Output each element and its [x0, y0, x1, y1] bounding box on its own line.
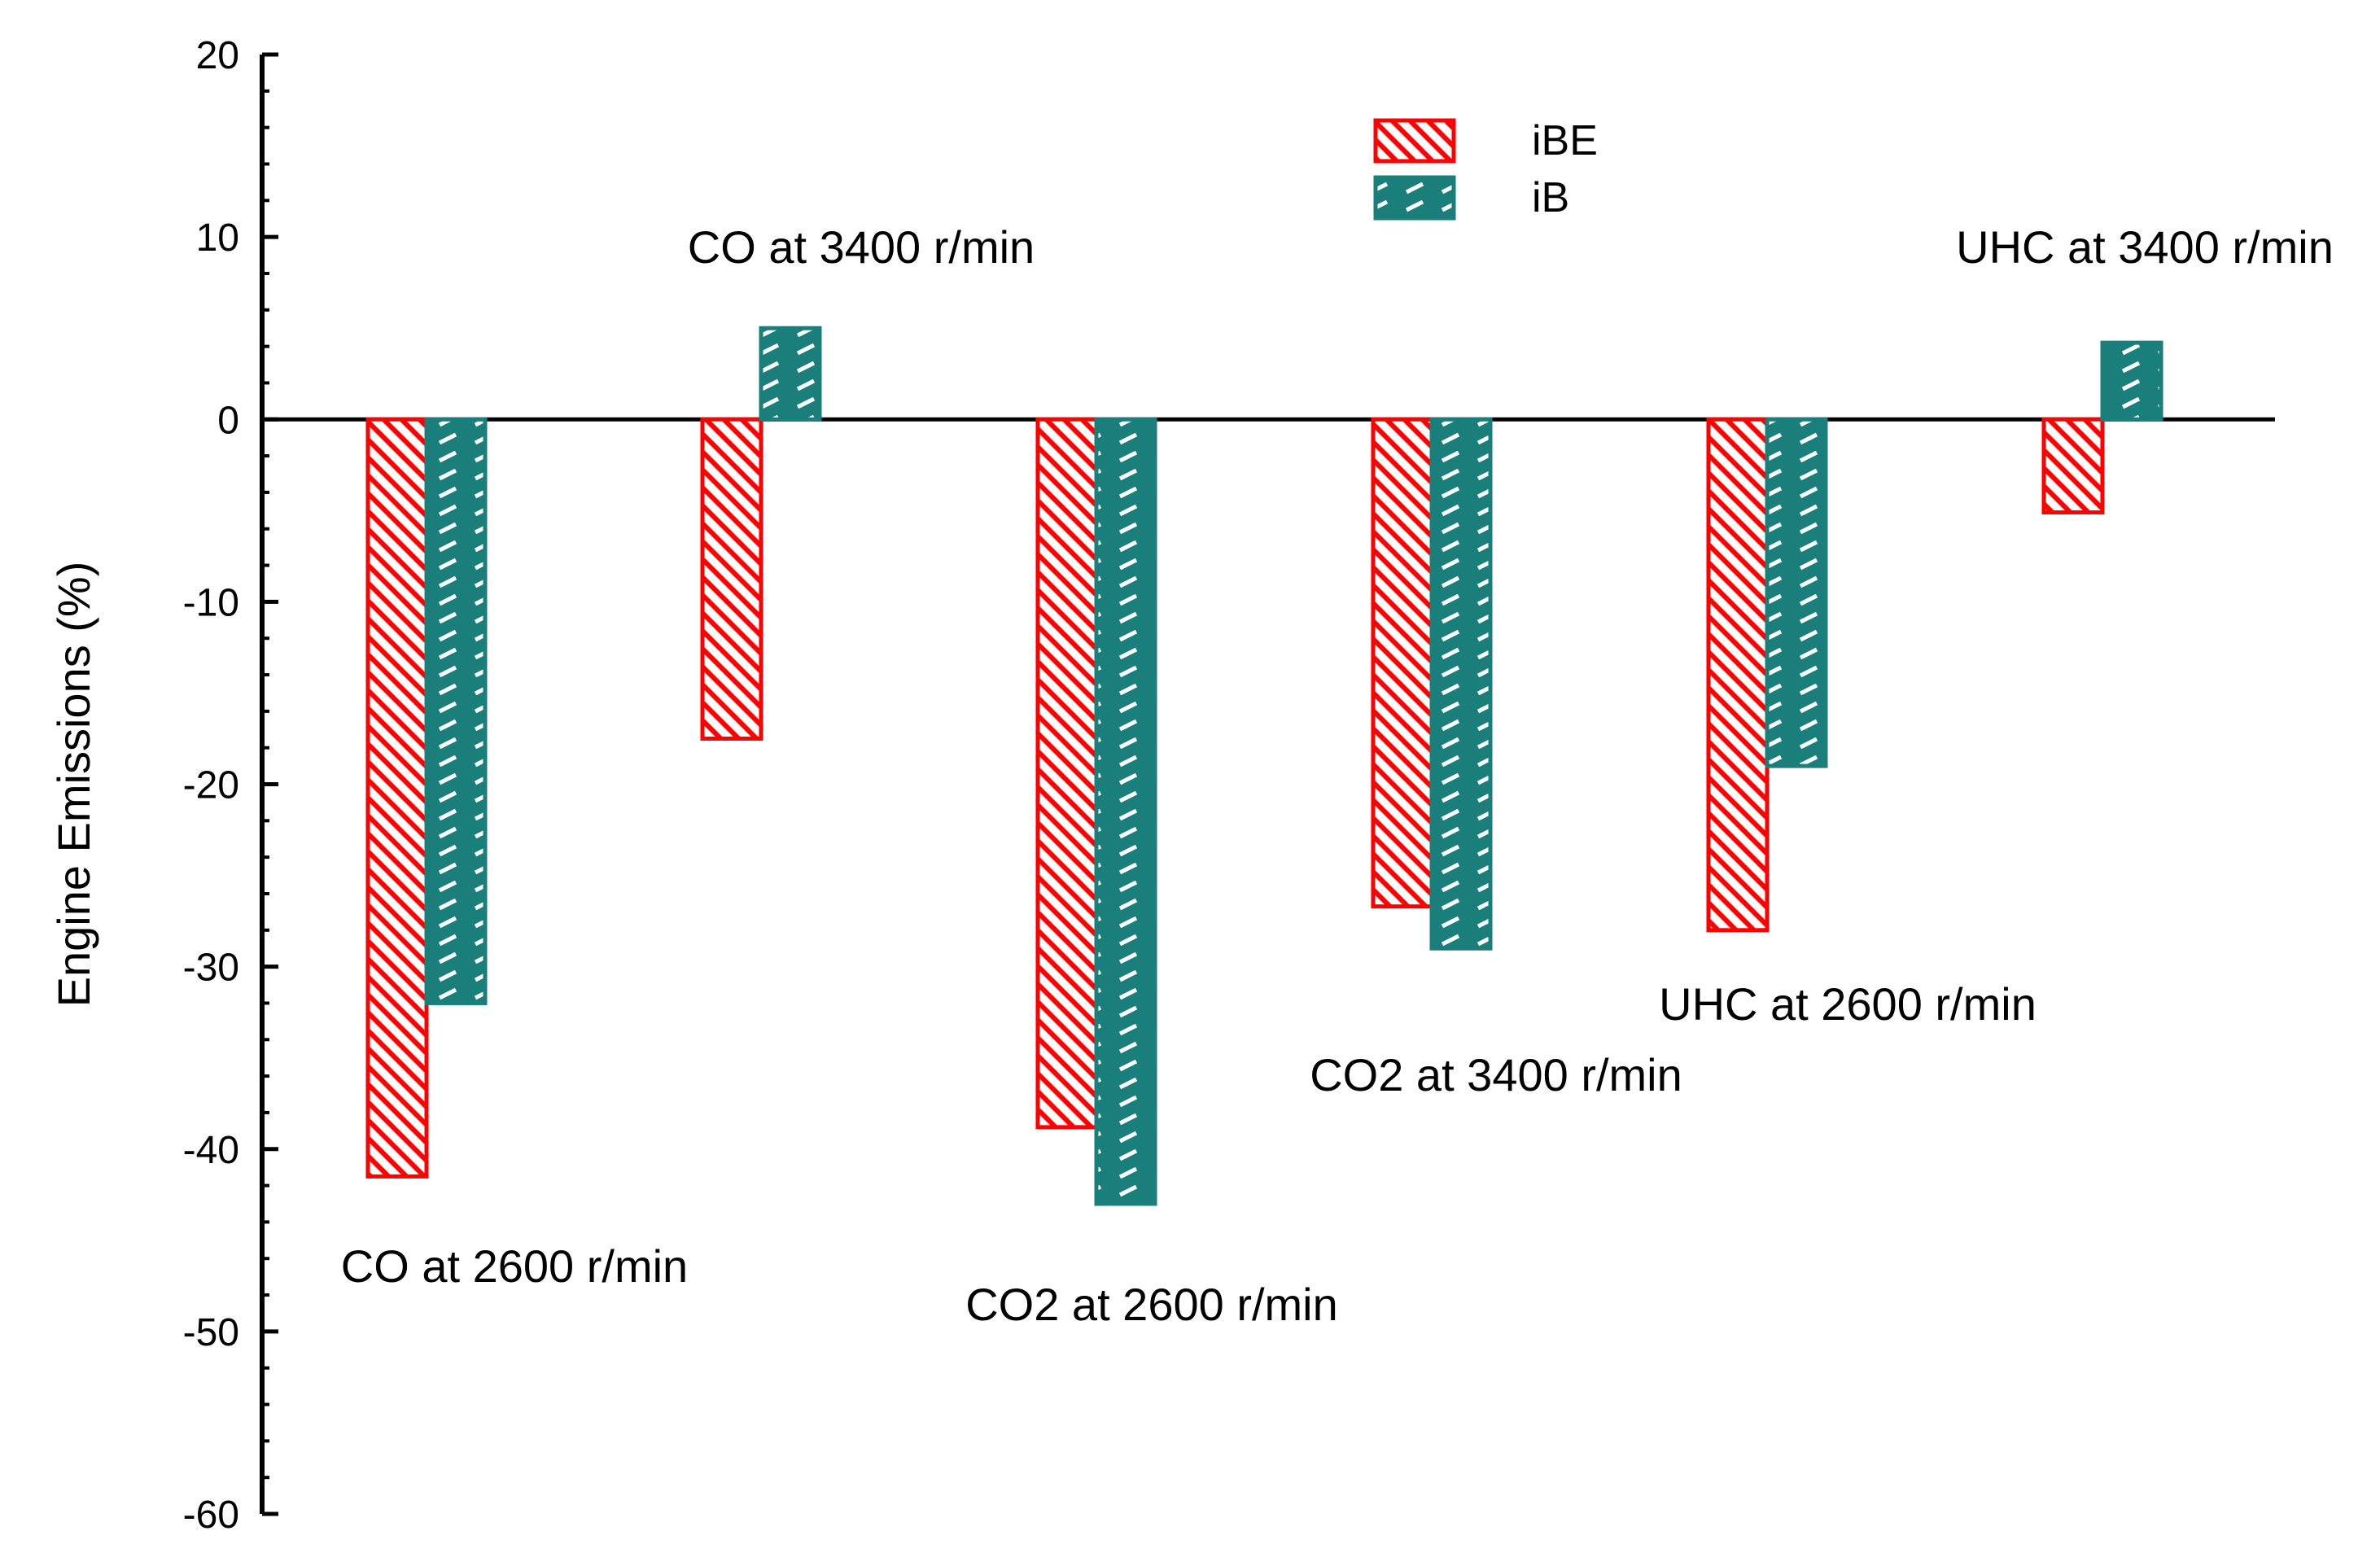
y-tick-label: 10: [196, 217, 239, 260]
category-label: UHC at 2600 r/min: [1659, 978, 2037, 1030]
category-label: CO2 at 2600 r/min: [965, 1279, 1338, 1330]
category-label: CO2 at 3400 r/min: [1310, 1049, 1682, 1100]
y-tick-label: 20: [196, 34, 239, 77]
bar-ib-3: [1429, 417, 1493, 951]
bar-ibe-0: [365, 417, 429, 1179]
legend-label-ib: iB: [1532, 174, 1569, 221]
bar-ibe-4: [1706, 417, 1770, 933]
bar-ib-5: [2100, 340, 2163, 422]
y-tick-label: 0: [217, 399, 239, 442]
bar-ib-4: [1765, 417, 1828, 768]
legend-label-ibe: iBE: [1532, 117, 1598, 164]
legend-swatch-ibe: [1373, 118, 1456, 164]
y-tick-label: -20: [183, 764, 239, 807]
bar-ibe-3: [1371, 417, 1434, 909]
bar-ib-1: [759, 326, 822, 422]
axes: 20 10 0 -10 -20 -30 -40 -50 -60 Engine Emissions …: [48, 34, 2275, 1537]
y-tick-label: -10: [183, 581, 239, 624]
y-tick-label: -40: [183, 1129, 239, 1172]
bars: [365, 326, 2163, 1206]
y-tick-label: -60: [183, 1494, 239, 1537]
bar-ib-2: [1094, 417, 1157, 1206]
legend: iBE iB: [1373, 117, 1598, 221]
category-label: UHC at 3400 r/min: [1956, 221, 2334, 273]
bar-ibe-1: [700, 417, 763, 741]
category-labels: CO at 2600 r/min CO at 3400 r/min CO2 at 2…: [341, 221, 2334, 1330]
bar-ibe-2: [1035, 417, 1099, 1130]
y-axis-title: Engine Emissions (%): [48, 562, 99, 1008]
legend-swatch-ib: [1373, 175, 1456, 221]
bar-ibe-5: [2041, 417, 2105, 515]
bar-ib-0: [424, 417, 488, 1005]
y-tick-label: -30: [183, 947, 239, 990]
category-label: CO at 3400 r/min: [688, 221, 1035, 273]
category-label: CO at 2600 r/min: [341, 1240, 688, 1292]
y-tick-label: -50: [183, 1311, 239, 1354]
